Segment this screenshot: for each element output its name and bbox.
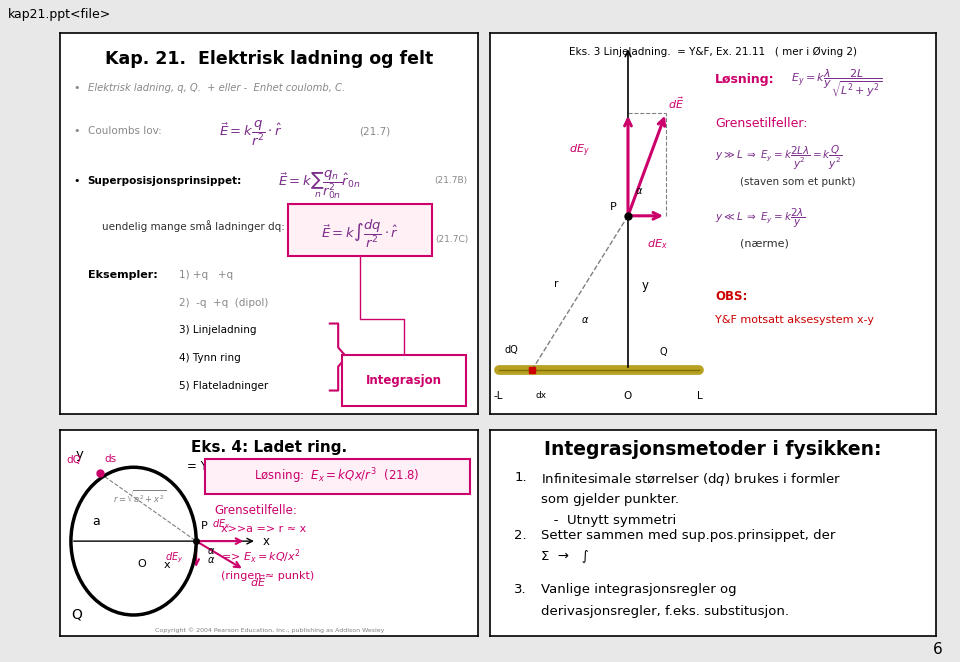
Text: Σ  →   ∫: Σ → ∫ <box>540 550 588 563</box>
Text: Eks. 4: Ladet ring.: Eks. 4: Ladet ring. <box>191 440 348 455</box>
Text: => $E_x = k Q /x^2$: => $E_x = k Q /x^2$ <box>221 547 301 565</box>
Text: ds: ds <box>105 454 116 464</box>
Text: 5) Flateladninger: 5) Flateladninger <box>180 381 269 391</box>
Text: 4) Tynn ring: 4) Tynn ring <box>180 354 241 363</box>
Text: dQ: dQ <box>66 455 82 465</box>
Text: kap21.ppt<file>: kap21.ppt<file> <box>8 8 111 21</box>
Text: y: y <box>75 448 84 461</box>
Text: (21.7B): (21.7B) <box>434 176 468 185</box>
Text: Grensetilfelle:: Grensetilfelle: <box>214 504 297 517</box>
Text: x: x <box>263 535 270 547</box>
Text: y: y <box>641 279 648 292</box>
Text: $\alpha$: $\alpha$ <box>206 555 215 565</box>
Text: Eks. 3 Linjeladning.  = Y&F, Ex. 21.11   ( mer i Øving 2): Eks. 3 Linjeladning. = Y&F, Ex. 21.11 ( … <box>568 46 857 57</box>
Text: Q: Q <box>660 347 667 357</box>
Text: (nærme): (nærme) <box>739 239 788 249</box>
Text: L: L <box>697 391 703 401</box>
Text: x>>a => r ≈ x: x>>a => r ≈ x <box>221 524 306 534</box>
Text: $dE_y$: $dE_y$ <box>569 143 590 160</box>
Text: derivasjonsregler, f.eks. substitusjon.: derivasjonsregler, f.eks. substitusjon. <box>540 605 789 618</box>
Text: Copyright © 2004 Pearson Education, Inc., publishing as Addison Wesley: Copyright © 2004 Pearson Education, Inc.… <box>155 628 384 634</box>
Text: Elektrisk ladning, q, Q.  + eller -  Enhet coulomb, C.: Elektrisk ladning, q, Q. + eller - Enhet… <box>87 83 345 93</box>
Text: $dE_x$: $dE_x$ <box>647 237 667 250</box>
Text: r: r <box>555 279 559 289</box>
Text: P: P <box>201 521 207 531</box>
Text: -  Utnytt symmetri: - Utnytt symmetri <box>540 514 676 528</box>
Text: Kap. 21.  Elektrisk ladning og felt: Kap. 21. Elektrisk ladning og felt <box>106 50 433 68</box>
Text: Setter sammen med sup.pos.prinsippet, der: Setter sammen med sup.pos.prinsippet, de… <box>540 529 835 542</box>
Text: $\alpha$: $\alpha$ <box>635 186 643 196</box>
Text: (21.7C): (21.7C) <box>436 236 468 244</box>
Text: •: • <box>73 176 80 186</box>
Text: O: O <box>137 559 147 569</box>
Text: dQ: dQ <box>505 345 518 355</box>
Text: 3) Linjeladning: 3) Linjeladning <box>180 326 257 336</box>
Text: $dE_y$: $dE_y$ <box>165 550 183 565</box>
Text: 6: 6 <box>933 641 943 657</box>
Text: (staven som et punkt): (staven som et punkt) <box>739 177 855 187</box>
Text: $y \ll L \;\Rightarrow\; E_y = k\dfrac{2\lambda}{y}$: $y \ll L \;\Rightarrow\; E_y = k\dfrac{2… <box>715 207 805 230</box>
Text: uendelig mange små ladninger dq:: uendelig mange små ladninger dq: <box>103 220 285 232</box>
Text: Eksempler:: Eksempler: <box>87 270 157 280</box>
Text: $\alpha$: $\alpha$ <box>582 316 589 326</box>
Text: som gjelder punkter.: som gjelder punkter. <box>540 493 679 506</box>
Text: $d\vec{E}$: $d\vec{E}$ <box>251 573 267 589</box>
Text: $E_y = k\dfrac{\lambda}{y}\dfrac{2L}{\sqrt{L^2+y^2}}$: $E_y = k\dfrac{\lambda}{y}\dfrac{2L}{\sq… <box>791 68 882 99</box>
Text: 2.: 2. <box>515 529 527 542</box>
Text: -L: -L <box>493 391 503 401</box>
Text: Superposisjonsprinsippet:: Superposisjonsprinsippet: <box>87 176 242 186</box>
Text: a: a <box>92 515 100 528</box>
Text: 3.: 3. <box>515 583 527 596</box>
Text: (21.7): (21.7) <box>359 126 391 136</box>
Text: (ringen ≈ punkt): (ringen ≈ punkt) <box>221 571 315 581</box>
Text: $\vec{E} = k\sum_n\dfrac{q_n}{r_{0n}^2}\hat{r}_{0n}$: $\vec{E} = k\sum_n\dfrac{q_n}{r_{0n}^2}\… <box>277 168 360 201</box>
Text: •: • <box>73 126 80 136</box>
Text: $\alpha$: $\alpha$ <box>206 546 215 556</box>
Text: $y \gg L \;\Rightarrow\; E_y = k\dfrac{2L\lambda}{y^2} = k\dfrac{Q}{y^2}$: $y \gg L \;\Rightarrow\; E_y = k\dfrac{2… <box>715 144 843 171</box>
Text: 2)  -q  +q  (dipol): 2) -q +q (dipol) <box>180 298 269 308</box>
Text: Løsning:: Løsning: <box>715 73 775 86</box>
Text: $\vec{E} = k\int\dfrac{dq}{r^2}\cdot\hat{r}$: $\vec{E} = k\int\dfrac{dq}{r^2}\cdot\hat… <box>322 218 399 250</box>
Text: $dE_x$: $dE_x$ <box>212 517 230 531</box>
Text: x: x <box>163 559 170 569</box>
Text: 1.: 1. <box>515 471 527 485</box>
Text: Infinitesimale størrelser (d$q$) brukes i formler: Infinitesimale størrelser (d$q$) brukes … <box>540 471 841 489</box>
FancyBboxPatch shape <box>343 355 466 406</box>
Text: Q: Q <box>72 608 83 622</box>
Text: Vanlige integrasjonsregler og: Vanlige integrasjonsregler og <box>540 583 736 596</box>
Text: Coulombs lov:: Coulombs lov: <box>87 126 161 136</box>
Text: P: P <box>610 202 617 212</box>
Text: Integrasjon: Integrasjon <box>366 374 443 387</box>
FancyBboxPatch shape <box>204 459 469 494</box>
Text: $\vec{E} = k\dfrac{q}{r^2}\cdot\hat{r}$: $\vec{E} = k\dfrac{q}{r^2}\cdot\hat{r}$ <box>219 118 283 148</box>
Text: Y&F motsatt aksesystem x-y: Y&F motsatt aksesystem x-y <box>715 315 874 325</box>
Text: OBS:: OBS: <box>715 290 748 303</box>
Text: Integrasjonsmetoder i fysikken:: Integrasjonsmetoder i fysikken: <box>544 440 881 459</box>
Text: Grensetilfeller:: Grensetilfeller: <box>715 117 807 130</box>
Text: = Y&F: Ex. 21.10  (fig. 21.2): = Y&F: Ex. 21.10 (fig. 21.2) <box>187 460 351 473</box>
Text: Løsning:  $E_x = k Q x / r^3$  (21.8): Løsning: $E_x = k Q x / r^3$ (21.8) <box>254 467 420 487</box>
Text: $d\vec{E}$: $d\vec{E}$ <box>668 95 684 111</box>
Text: •: • <box>73 83 80 93</box>
Text: 1) +q   +q: 1) +q +q <box>180 270 233 280</box>
Text: $r=\sqrt{a^2+x^2}$: $r=\sqrt{a^2+x^2}$ <box>113 489 166 506</box>
Text: dx: dx <box>536 391 546 400</box>
FancyBboxPatch shape <box>288 205 432 256</box>
Text: O: O <box>624 391 632 401</box>
